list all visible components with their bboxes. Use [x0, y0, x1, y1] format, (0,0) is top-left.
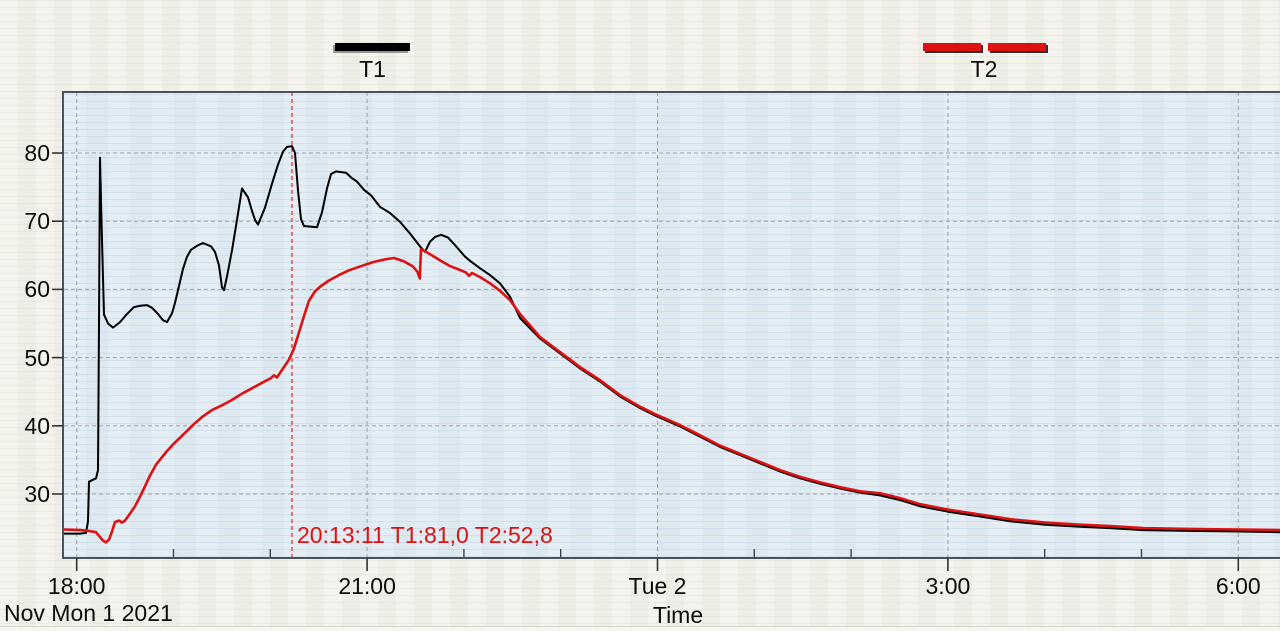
legend-label-t2[interactable]: T2 [970, 56, 998, 82]
legend-line-sample-t2-dash1[interactable] [923, 43, 981, 51]
series-t2 [64, 247, 1280, 544]
legend-line-sample-t1[interactable] [335, 43, 410, 51]
bottom-divider [0, 626, 1280, 627]
y-tick-label: 30 [24, 481, 50, 507]
legend-label-t1[interactable]: T1 [359, 56, 386, 82]
y-tick-label: 40 [24, 412, 50, 439]
plot-border [62, 91, 1280, 559]
plot-background [64, 93, 1280, 557]
x-tick-label: 18:00 [47, 573, 106, 599]
x-axis-title: Time [652, 602, 704, 628]
x-axis-date-label: Nov Mon 1 2021 [4, 600, 173, 626]
y-tick-label: 60 [24, 276, 50, 303]
plot-area[interactable] [64, 93, 1280, 557]
y-tick-label: 50 [24, 344, 50, 371]
y-tick-label: 70 [24, 208, 50, 235]
x-tick-label: 21:00 [338, 573, 396, 599]
x-tick-label: 6:00 [1215, 573, 1261, 599]
y-tick-label: 80 [24, 140, 50, 166]
cursor-readout: 20:13:11 T1:81,0 T2:52,8 [297, 522, 553, 548]
legend-line-sample-t2-dash2[interactable] [988, 43, 1046, 51]
bottom-strip [0, 627, 1280, 631]
x-tick-label: 3:00 [925, 573, 971, 599]
x-tick-label: Tue 2 [628, 573, 687, 599]
